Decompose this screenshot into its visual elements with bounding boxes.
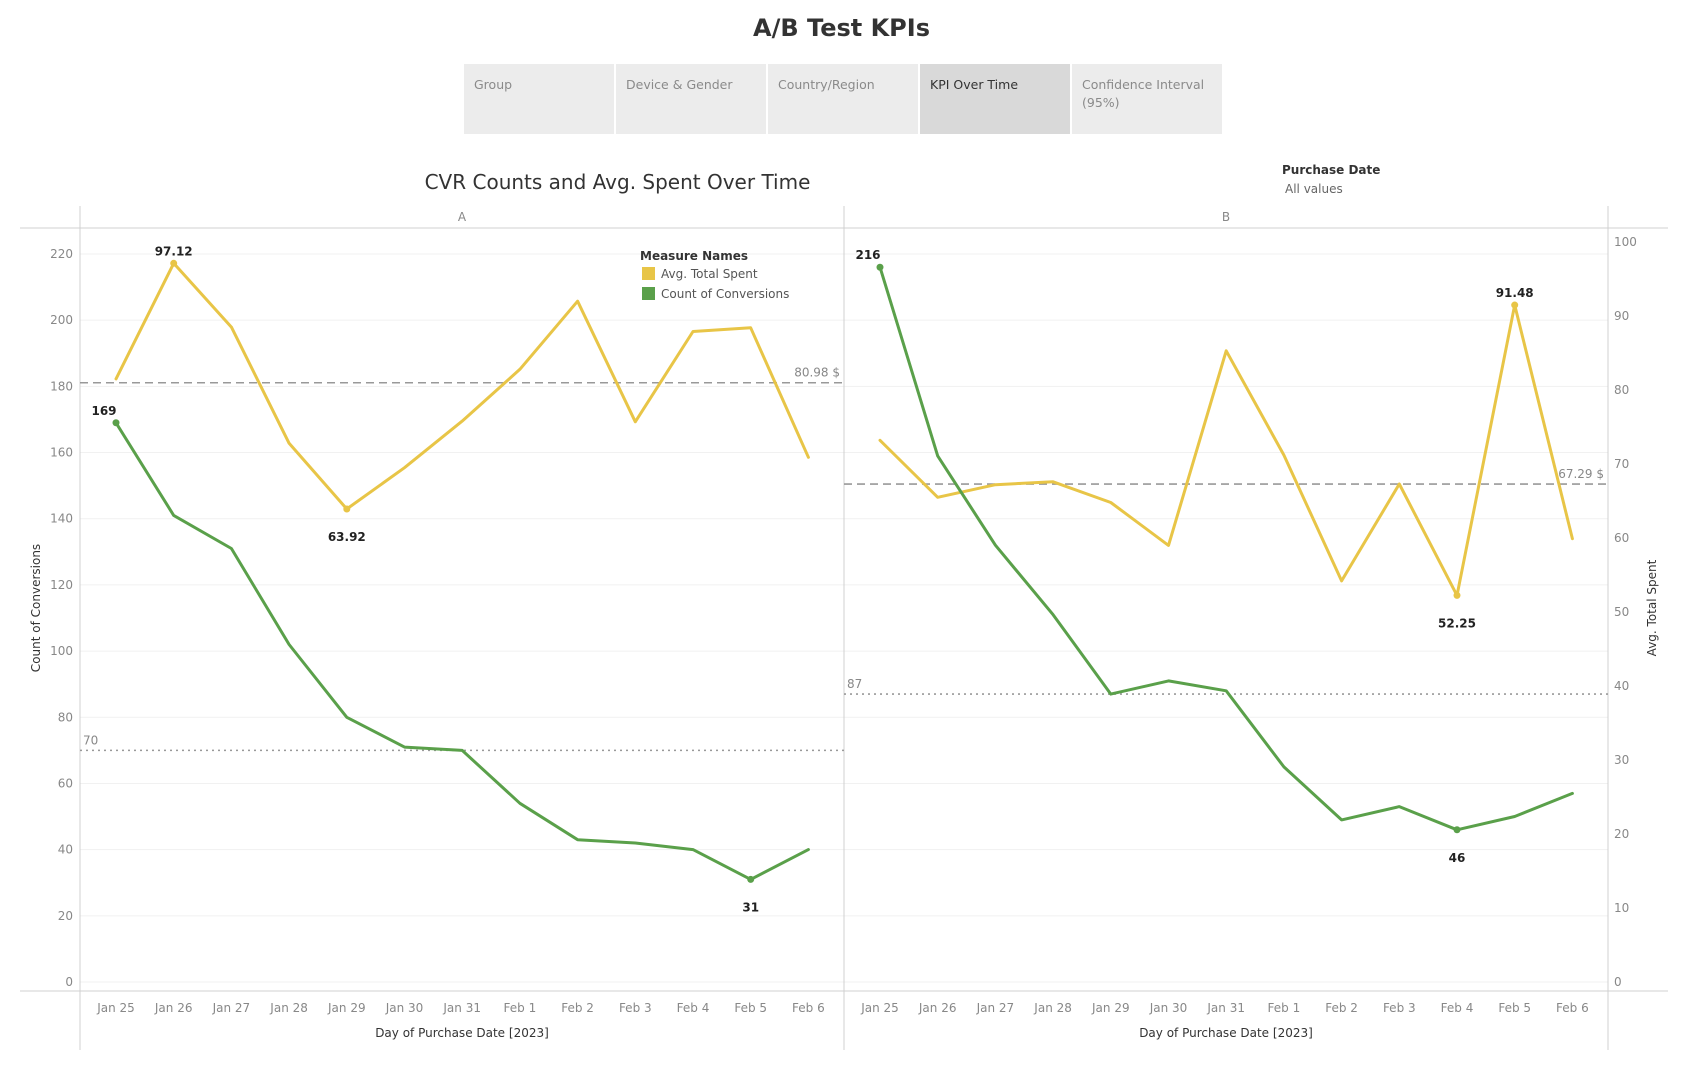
legend-title: Measure Names bbox=[640, 249, 748, 263]
panel-header-A: A bbox=[458, 210, 467, 224]
x-tick-label: Feb 5 bbox=[734, 1001, 767, 1015]
reference-line-label: 87 bbox=[847, 677, 862, 691]
filter-title: Purchase Date bbox=[1282, 163, 1381, 177]
x-tick-label: Jan 31 bbox=[442, 1001, 481, 1015]
tab-device-gender[interactable]: Device & Gender bbox=[616, 64, 766, 134]
series-line-avg-total-spent bbox=[878, 303, 1574, 597]
legend-label-count-of-conversions: Count of Conversions bbox=[661, 287, 789, 301]
x-tick-label: Jan 28 bbox=[269, 1001, 308, 1015]
right-y-tick-label: 50 bbox=[1614, 605, 1629, 619]
data-point-marker bbox=[1453, 826, 1461, 834]
data-point-marker bbox=[112, 419, 120, 427]
right-y-tick-label: 20 bbox=[1614, 827, 1629, 841]
right-y-tick-label: 10 bbox=[1614, 901, 1629, 915]
left-y-tick-label: 180 bbox=[50, 379, 73, 393]
x-tick-label: Feb 4 bbox=[1441, 1001, 1474, 1015]
left-y-tick-label: 20 bbox=[58, 909, 73, 923]
x-tick-label: Feb 2 bbox=[561, 1001, 594, 1015]
right-y-tick-label: 100 bbox=[1614, 235, 1637, 249]
left-y-tick-label: 140 bbox=[50, 512, 73, 526]
tab-bar: Group Device & Gender Country/Region KPI… bbox=[464, 64, 1224, 134]
x-tick-label: Feb 1 bbox=[504, 1001, 537, 1015]
left-y-axis-title: Count of Conversions bbox=[29, 544, 43, 672]
right-y-tick-label: 70 bbox=[1614, 457, 1629, 471]
data-label: 63.92 bbox=[328, 530, 366, 544]
data-point-marker bbox=[1453, 591, 1461, 599]
x-tick-label: Jan 26 bbox=[154, 1001, 193, 1015]
legend-swatch-count-of-conversions bbox=[642, 287, 655, 300]
x-tick-label: Jan 28 bbox=[1033, 1001, 1072, 1015]
left-y-tick-label: 220 bbox=[50, 247, 73, 261]
tab-group[interactable]: Group bbox=[464, 64, 614, 134]
x-tick-label: Jan 29 bbox=[1091, 1001, 1130, 1015]
left-y-tick-label: 100 bbox=[50, 644, 73, 658]
data-label: 216 bbox=[855, 248, 880, 262]
dashboard-title: A/B Test KPIs bbox=[753, 14, 930, 42]
data-label: 97.12 bbox=[155, 244, 193, 258]
x-tick-label: Feb 3 bbox=[619, 1001, 652, 1015]
left-y-tick-label: 40 bbox=[58, 843, 73, 857]
data-label: 91.48 bbox=[1496, 286, 1534, 300]
data-point-marker bbox=[343, 505, 351, 513]
x-tick-label: Feb 4 bbox=[677, 1001, 710, 1015]
filter-value[interactable]: All values bbox=[1285, 182, 1343, 196]
right-y-axis-title: Avg. Total Spent bbox=[1645, 559, 1659, 656]
x-tick-label: Jan 27 bbox=[212, 1001, 251, 1015]
left-y-tick-label: 120 bbox=[50, 578, 73, 592]
x-tick-label: Jan 26 bbox=[918, 1001, 957, 1015]
data-label: 169 bbox=[91, 404, 116, 418]
right-y-tick-label: 60 bbox=[1614, 531, 1629, 545]
left-y-tick-label: 60 bbox=[58, 776, 73, 790]
right-y-tick-label: 0 bbox=[1614, 975, 1622, 989]
x-tick-label: Jan 27 bbox=[976, 1001, 1015, 1015]
data-label: 46 bbox=[1449, 851, 1466, 865]
x-tick-label: Jan 25 bbox=[96, 1001, 135, 1015]
x-tick-label: Jan 30 bbox=[1149, 1001, 1188, 1015]
left-y-tick-label: 80 bbox=[58, 710, 73, 724]
reference-line-label: 80.98 $ bbox=[794, 366, 840, 380]
right-y-tick-label: 80 bbox=[1614, 383, 1629, 397]
x-tick-label: Jan 25 bbox=[860, 1001, 899, 1015]
right-y-tick-label: 40 bbox=[1614, 679, 1629, 693]
series-line-count-of-conversions bbox=[114, 421, 810, 881]
data-point-marker bbox=[1511, 301, 1519, 309]
right-y-tick-label: 30 bbox=[1614, 753, 1629, 767]
chart-title: CVR Counts and Avg. Spent Over Time bbox=[424, 170, 811, 194]
reference-line-label: 70 bbox=[83, 733, 98, 747]
x-axis-title: Day of Purchase Date [2023] bbox=[1139, 1026, 1313, 1040]
left-y-tick-label: 160 bbox=[50, 446, 73, 460]
data-point-marker bbox=[170, 259, 178, 267]
x-tick-label: Feb 1 bbox=[1268, 1001, 1301, 1015]
legend-swatch-avg-total-spent bbox=[642, 267, 655, 280]
data-point-marker bbox=[747, 875, 755, 883]
x-tick-label: Jan 29 bbox=[327, 1001, 366, 1015]
tab-kpi-over-time[interactable]: KPI Over Time bbox=[920, 64, 1070, 134]
x-tick-label: Feb 6 bbox=[1556, 1001, 1589, 1015]
x-tick-label: Jan 30 bbox=[385, 1001, 424, 1015]
x-axis-title: Day of Purchase Date [2023] bbox=[375, 1026, 549, 1040]
data-label: 31 bbox=[742, 900, 759, 914]
reference-line-label: 67.29 $ bbox=[1558, 467, 1604, 481]
tab-confidence-interval[interactable]: Confidence Interval (95%) bbox=[1072, 64, 1222, 134]
x-tick-label: Feb 3 bbox=[1383, 1001, 1416, 1015]
data-label: 52.25 bbox=[1438, 616, 1476, 630]
panel-header-B: B bbox=[1222, 210, 1230, 224]
x-tick-label: Jan 31 bbox=[1206, 1001, 1245, 1015]
series-line-avg-total-spent bbox=[114, 261, 810, 511]
right-y-tick-label: 90 bbox=[1614, 309, 1629, 323]
left-y-tick-label: 0 bbox=[65, 975, 73, 989]
tab-country-region[interactable]: Country/Region bbox=[768, 64, 918, 134]
x-tick-label: Feb 5 bbox=[1498, 1001, 1531, 1015]
legend-label-avg-total-spent: Avg. Total Spent bbox=[661, 267, 758, 281]
left-y-tick-label: 200 bbox=[50, 313, 73, 327]
x-tick-label: Feb 6 bbox=[792, 1001, 825, 1015]
x-tick-label: Feb 2 bbox=[1325, 1001, 1358, 1015]
data-point-marker bbox=[876, 263, 884, 271]
